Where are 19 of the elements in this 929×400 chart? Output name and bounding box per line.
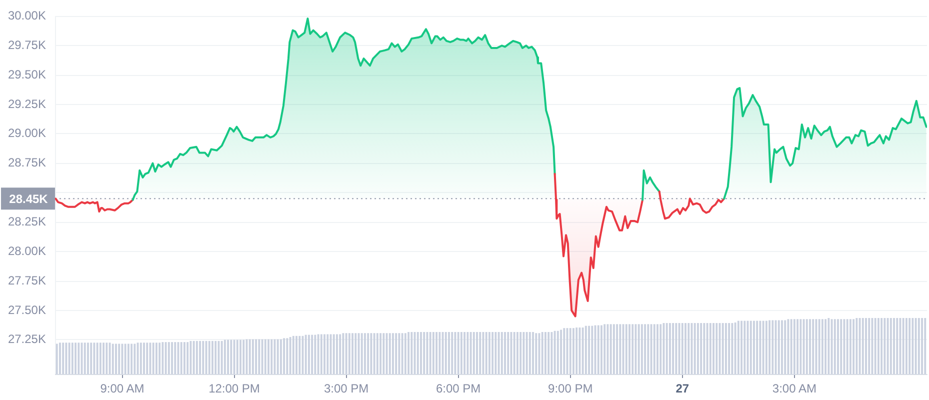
x-tick-label: 12:00 PM — [208, 382, 260, 396]
y-tick-label: 28.25K — [8, 214, 46, 228]
y-tick-label: 27.75K — [8, 273, 46, 288]
x-tick-label: 6:00 PM — [436, 382, 481, 396]
y-tick-label: 29.25K — [8, 96, 46, 111]
y-tick-label: 27.50K — [8, 302, 46, 317]
y-tick-label: 28.00K — [8, 244, 46, 258]
y-tick-label: 27.25K — [8, 332, 46, 346]
x-tick-label: 27 — [676, 382, 690, 396]
y-tick-label: 29.50K — [8, 67, 46, 82]
ref-line-label: 28.45K — [9, 192, 48, 206]
y-tick-label: 30.00K — [8, 8, 46, 23]
y-tick-label: 28.75K — [8, 156, 46, 170]
x-tick-label: 3:00 PM — [324, 382, 369, 396]
x-tick-label: 9:00 PM — [548, 382, 593, 396]
x-tick-label: 3:00 AM — [772, 382, 816, 396]
y-tick-label: 29.75K — [8, 38, 46, 52]
y-tick-label: 29.00K — [8, 126, 46, 140]
x-tick-label: 9:00 AM — [100, 382, 144, 396]
